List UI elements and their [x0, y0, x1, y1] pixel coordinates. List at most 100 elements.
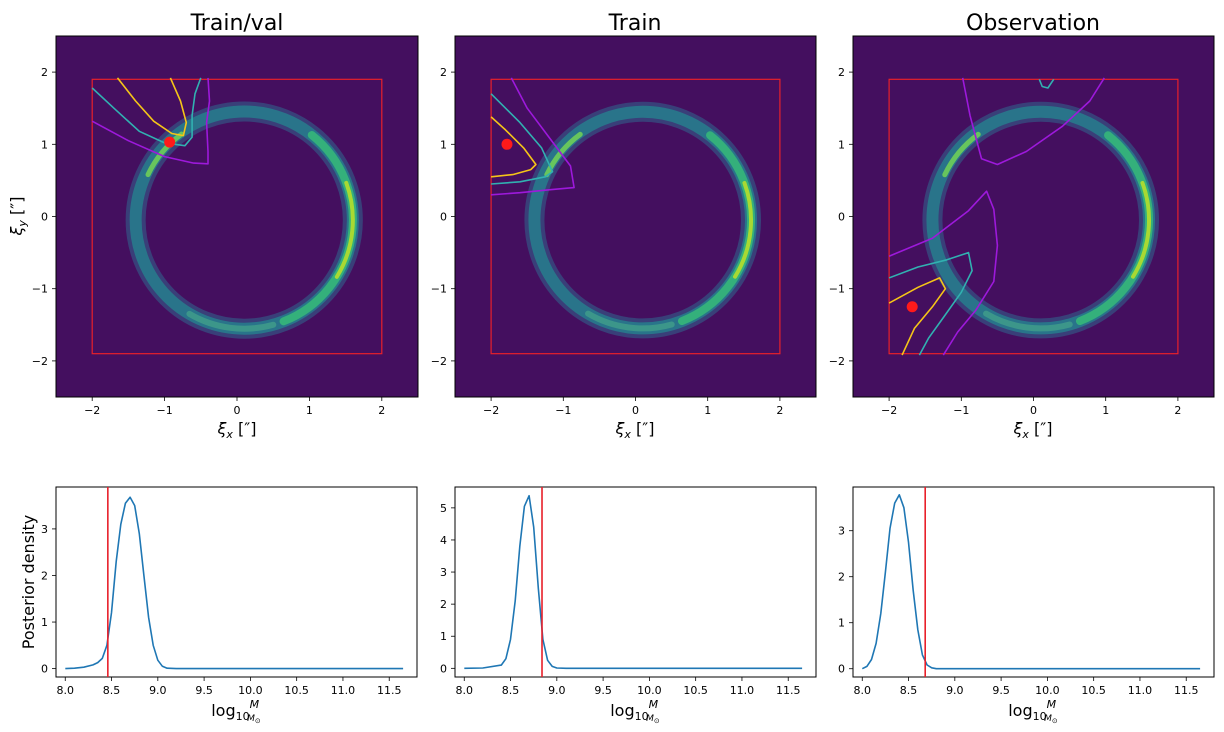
y-tick-label: 5: [440, 502, 447, 515]
ring-bottom-arc: [186, 310, 277, 332]
panel-title: Train/val: [190, 11, 284, 36]
axis-ticks: 8.0 8.5 9.0 9.5 10.0 10.5 11.0 11.5 0 1 2 3 4 5: [440, 502, 800, 697]
x-tick-label: 0: [1030, 404, 1037, 417]
x-tick-label: 0: [234, 404, 241, 417]
x-tick-label: 9.0: [149, 684, 167, 697]
einstein-ring-image: [125, 101, 363, 339]
posterior-contours: [888, 77, 1105, 356]
region-box-rect: [91, 78, 383, 355]
x-tick-label: 8.5: [900, 684, 918, 697]
x-tick-label: 9.0: [548, 684, 566, 697]
y-tick-label: 0: [41, 663, 48, 676]
x-tick-label: 9.0: [946, 684, 964, 697]
plot-frame: [55, 486, 418, 678]
axis-ticks: 8.0 8.5 9.0 9.5 10.0 10.5 11.0 11.5 0 1 2 3: [41, 523, 401, 697]
y-tick-label: 2: [440, 598, 447, 611]
axis-ticks: −2 −1 0 1 2 −2 −1 0 1 2: [829, 66, 1182, 417]
region-box-rect: [490, 78, 781, 355]
y-tick-label: 1: [440, 630, 447, 643]
x-tick-label: −2: [483, 404, 499, 417]
y-tick-label: −1: [32, 283, 48, 296]
y-tick-label: 0: [440, 662, 447, 675]
axis-ticks: −2 −1 0 1 2 −2 −1 0 1 2: [32, 66, 386, 417]
x-tick-label: 10.5: [284, 684, 309, 697]
x-tick-label: 2: [378, 404, 385, 417]
x-tick-label: −1: [555, 404, 571, 417]
y-tick-label: 2: [41, 66, 48, 79]
contour-middle: [91, 77, 202, 147]
x-tick-label: 2: [1174, 404, 1181, 417]
plot-frame: [454, 486, 817, 678]
y-tick-label: 2: [41, 569, 48, 582]
image-background: [55, 35, 419, 398]
x-tick-label: 9.5: [992, 684, 1010, 697]
x-tick-label: 8.5: [502, 684, 520, 697]
contour-inner: [888, 277, 947, 356]
x-axis-label: ξx [″]: [1013, 419, 1053, 441]
panel-title: Observation: [966, 11, 1100, 36]
x-tick-label: 8.0: [57, 684, 75, 697]
x-tick-label: −2: [84, 404, 100, 417]
posterior-line: [861, 494, 1201, 670]
y-tick-label: 1: [838, 617, 845, 630]
region-box: [888, 78, 1179, 355]
y-tick-label: 1: [440, 138, 447, 151]
region-box-rect: [888, 78, 1179, 355]
contour-upper-middle: [1038, 78, 1055, 89]
panel-train-val: Train/val −2 −1 0 1 2 −2 −1 0 1 2 ξx [″] ξy [″]: [7, 11, 419, 441]
y-axis-label: ξy [″]: [7, 197, 29, 237]
x-axis-label: log10M M⊙: [610, 698, 660, 725]
contour-middle: [490, 93, 554, 185]
x-tick-label: 11.5: [1174, 684, 1199, 697]
x-tick-label: −2: [881, 404, 897, 417]
y-tick-label: 3: [41, 523, 48, 536]
x-tick-label: 8.0: [456, 684, 474, 697]
x-tick-label: 1: [704, 404, 711, 417]
contour-outer: [91, 77, 211, 165]
x-tick-label: −1: [953, 404, 969, 417]
posterior-curve: [861, 494, 1201, 670]
panel-train: Train −2 −1 0 1 2 −2 −1 0 1 2 ξx [″]: [431, 11, 817, 441]
x-tick-label: 11.0: [331, 684, 356, 697]
ring-brightest-arc: [334, 180, 355, 279]
posterior-panel-observation: 8.0 8.5 9.0 9.5 10.0 10.5 11.0 11.5 0 1 2 3 log10M M…: [838, 486, 1215, 725]
posterior-panel-train: 8.0 8.5 9.0 9.5 10.0 10.5 11.0 11.5 0 1 2 3 4 5 log10…: [440, 486, 817, 725]
x-tick-label: 1: [306, 404, 313, 417]
contour-inner: [116, 77, 188, 137]
y-tick-label: 2: [440, 66, 447, 79]
x-tick-label: 8.5: [103, 684, 121, 697]
x-tick-label: 2: [776, 404, 783, 417]
x-axis-label: ξx [″]: [217, 419, 257, 441]
einstein-ring-image: [524, 101, 762, 339]
x-tick-label: 0: [632, 404, 639, 417]
subhalo-marker: [501, 138, 513, 150]
y-tick-label: 4: [440, 534, 447, 547]
x-tick-label: 10.0: [1035, 684, 1060, 697]
y-tick-label: 3: [838, 525, 845, 538]
posterior-line: [464, 494, 803, 670]
axis-ticks: −2 −1 0 1 2 −2 −1 0 1 2: [431, 66, 784, 417]
x-tick-label: 10.5: [683, 684, 708, 697]
contour-inner: [490, 116, 537, 178]
y-tick-label: 0: [41, 211, 48, 224]
x-tick-label: 1: [1102, 404, 1109, 417]
ring-bottom-arc: [585, 310, 675, 332]
image-background: [454, 35, 817, 398]
x-tick-label: 10.0: [238, 684, 263, 697]
posterior-contours: [91, 77, 211, 165]
y-tick-label: 0: [440, 211, 447, 224]
plot-frame: [852, 486, 1215, 678]
y-tick-label: −2: [431, 355, 447, 368]
ring-brightest-arc: [1131, 180, 1151, 279]
region-box: [91, 78, 383, 355]
y-tick-label: −1: [829, 283, 845, 296]
y-tick-label: 2: [838, 571, 845, 584]
ring-brightest-arc: [733, 180, 753, 279]
subhalo-position-dot: [164, 136, 176, 148]
x-tick-label: 11.5: [776, 684, 801, 697]
panel-title: Train: [608, 11, 662, 36]
contour-upper-outer: [961, 77, 1105, 166]
x-tick-label: 10.5: [1081, 684, 1106, 697]
x-tick-label: 10.0: [637, 684, 662, 697]
